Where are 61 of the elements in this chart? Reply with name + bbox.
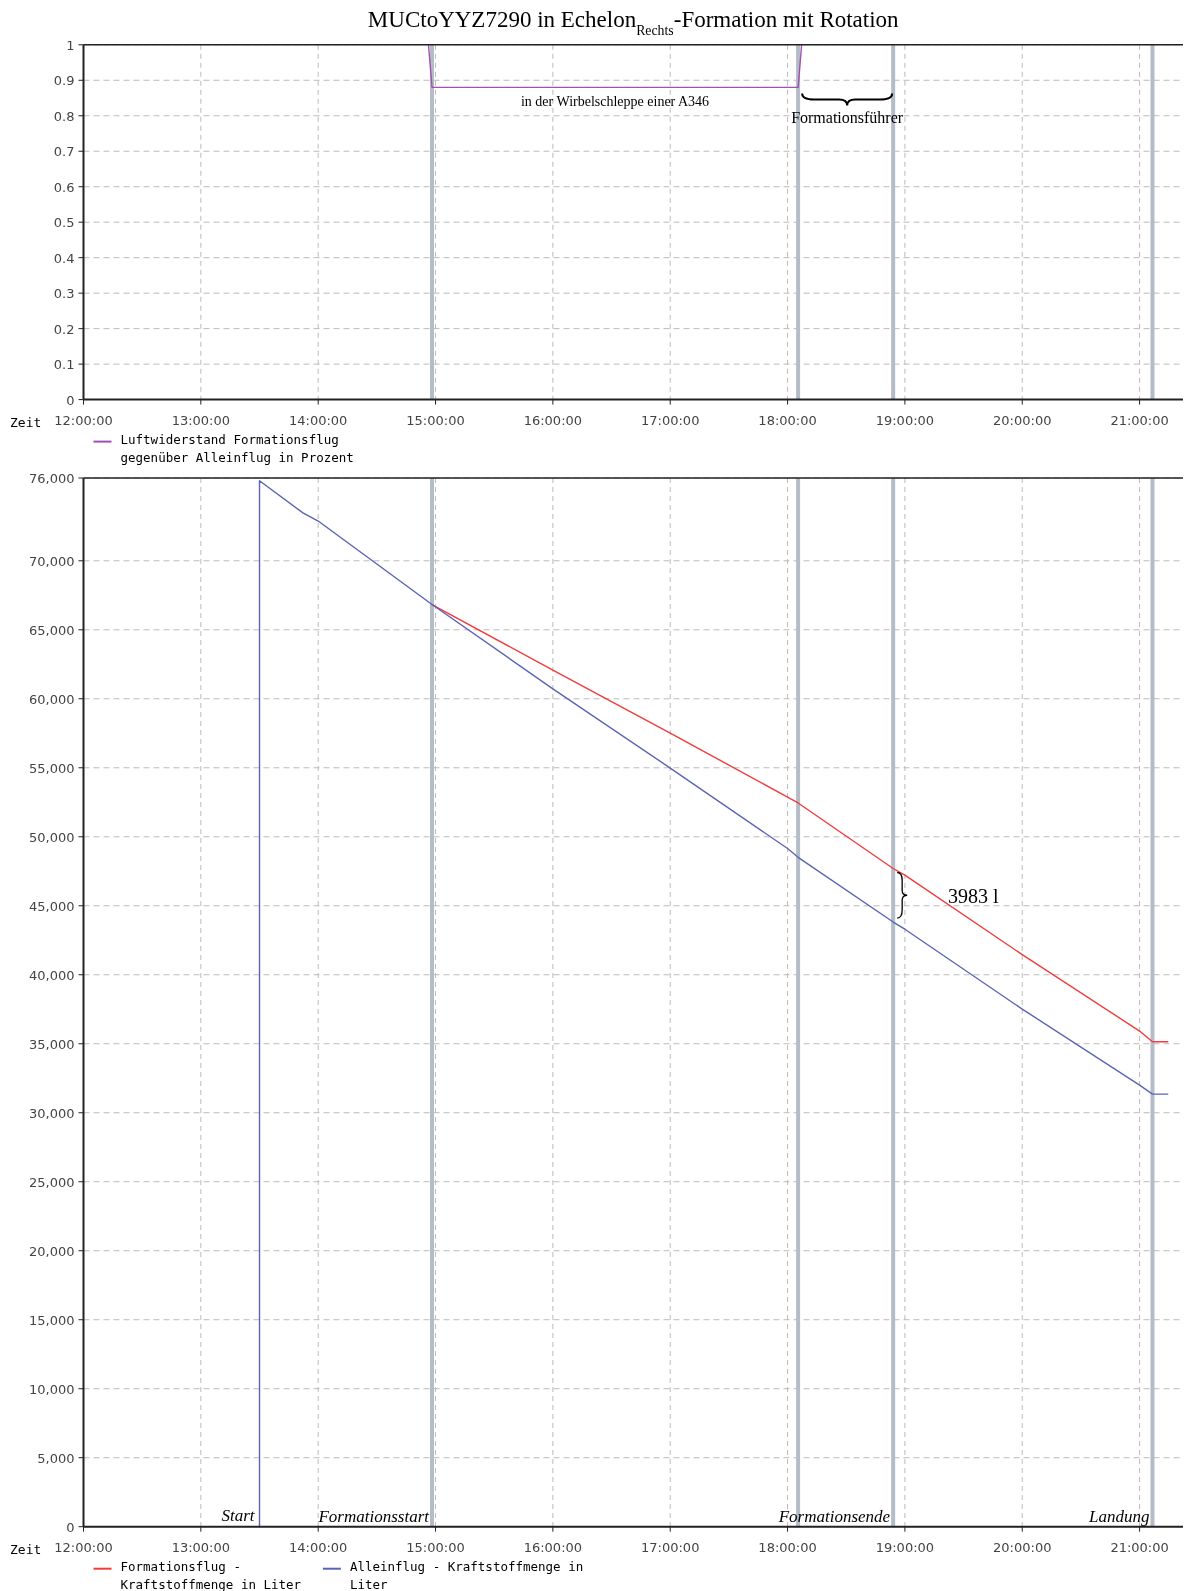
- y-tick-label: 0.7: [53, 144, 75, 160]
- x-tick-label: 12:00:00: [54, 412, 113, 428]
- y-tick-label: 30,000: [29, 1105, 75, 1121]
- line-series: [258, 480, 1169, 1528]
- x-tick-label: 18:00:00: [758, 412, 817, 428]
- x-tick-label: 15:00:00: [406, 412, 465, 428]
- x-tick-label: 17:00:00: [641, 412, 700, 428]
- y-tick-label: 25,000: [29, 1174, 75, 1190]
- annotation: in der Wirbelschleppe einer A346: [521, 94, 710, 110]
- y-tick-label: 0: [66, 1519, 75, 1535]
- y-tick-label: 0.2: [53, 321, 75, 337]
- legend-label: Formationsflug - Kraftstoffmenge in Liter: [120, 1558, 302, 1591]
- ref-line-label: Landung: [1088, 1506, 1150, 1526]
- x-tick-label: 18:00:00: [758, 1539, 817, 1555]
- x-tick-label: 17:00:00: [641, 1539, 700, 1555]
- y-tick-label: 40,000: [29, 967, 75, 983]
- ref-line-label: Formationsende: [777, 1506, 891, 1526]
- x-tick-label: 14:00:00: [288, 412, 348, 428]
- annotation: Formationsführer: [791, 109, 904, 127]
- y-tick-label: 0.5: [53, 215, 75, 231]
- y-tick-label: 1: [66, 37, 75, 53]
- y-tick-label: 0.3: [53, 286, 75, 302]
- x-tick-label: 21:00:00: [1110, 1539, 1169, 1555]
- chart-title: MUCtoYYZ7290 in Echelon$_{Rechts}$-Formation mit Rotation: [367, 7, 900, 38]
- y-tick-label: 65,000: [29, 622, 75, 638]
- y-tick-label: 0.4: [53, 250, 75, 266]
- y-tick-label: 76,000: [29, 471, 75, 486]
- x-axis-title: Zeit: [10, 414, 42, 430]
- y-tick-label: 10,000: [29, 1381, 75, 1397]
- y-tick-label: 60,000: [29, 691, 75, 707]
- x-axis-title: Zeit: [10, 1541, 42, 1557]
- y-tick-label: 20,000: [29, 1243, 75, 1259]
- legend-label: Alleinflug - Kraftstoffmenge in Liter: [349, 1558, 584, 1591]
- x-tick-label: 20:00:00: [993, 412, 1052, 428]
- x-tick-label: 12:00:00: [54, 1539, 113, 1555]
- x-tick-label: 21:00:00: [1110, 412, 1169, 428]
- x-tick-label: 14:00:00: [288, 1539, 348, 1555]
- y-tick-label: 0.8: [53, 108, 75, 124]
- y-tick-label: 0.9: [53, 73, 75, 89]
- y-tick-label: 15,000: [29, 1312, 75, 1328]
- x-tick-label: 16:00:00: [523, 412, 583, 428]
- y-tick-label: 45,000: [29, 898, 75, 914]
- y-tick-label: 5,000: [37, 1450, 75, 1466]
- y-tick-label: 0: [66, 392, 75, 408]
- ref-line-label: Formationsstart: [317, 1506, 431, 1526]
- x-tick-label: 19:00:00: [875, 1539, 935, 1555]
- x-tick-label: 13:00:00: [171, 1539, 231, 1555]
- annotation: Start: [221, 1505, 256, 1525]
- legend-label: Luftwiderstand Formationsflug gegenüber Alleinflug in Prozent: [120, 431, 354, 465]
- x-tick-label: 15:00:00: [406, 1539, 465, 1555]
- y-tick-label: 70,000: [29, 553, 75, 569]
- y-tick-label: 50,000: [29, 829, 75, 845]
- y-tick-label: 0.6: [53, 179, 75, 195]
- x-tick-label: 20:00:00: [993, 1539, 1052, 1555]
- y-tick-label: 0.1: [53, 357, 75, 373]
- x-tick-label: 13:00:00: [171, 412, 231, 428]
- y-tick-label: 35,000: [29, 1036, 75, 1052]
- annotation: 3983 l: [947, 885, 999, 908]
- x-tick-label: 19:00:00: [875, 412, 935, 428]
- x-tick-label: 16:00:00: [523, 1539, 583, 1555]
- y-tick-label: 55,000: [29, 760, 75, 776]
